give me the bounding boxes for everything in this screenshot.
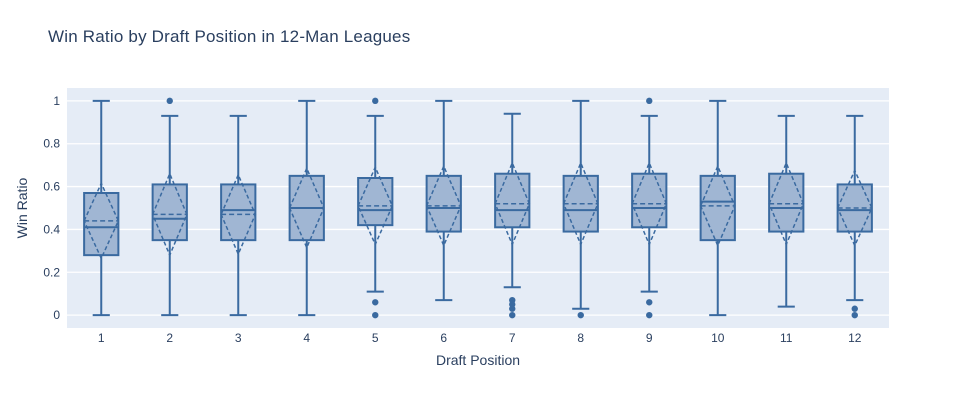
- x-tick-label: 9: [646, 331, 653, 345]
- outlier-point[interactable]: [372, 97, 379, 105]
- x-tick-label: 2: [166, 331, 173, 345]
- box-group-10[interactable]: [699, 99, 736, 317]
- y-tick-label: 0.8: [43, 137, 60, 151]
- y-tick-label: 0.2: [43, 265, 60, 279]
- box-rect[interactable]: [631, 172, 668, 229]
- outlier-point[interactable]: [509, 305, 516, 312]
- box-rect[interactable]: [494, 172, 531, 229]
- box-group-2[interactable]: [151, 97, 188, 317]
- plot-area[interactable]: [67, 88, 889, 328]
- outlier-point[interactable]: [372, 299, 379, 306]
- box-group-12[interactable]: [836, 114, 873, 319]
- outlier-point[interactable]: [851, 311, 858, 319]
- outlier-point[interactable]: [646, 97, 653, 105]
- box-group-8[interactable]: [562, 99, 599, 319]
- y-tick-label: 0.6: [43, 180, 60, 194]
- outlier-point[interactable]: [166, 97, 173, 105]
- x-tick-label: 8: [577, 331, 584, 345]
- outlier-point[interactable]: [509, 311, 516, 319]
- x-tick-label: 12: [848, 331, 862, 345]
- box-group-6[interactable]: [425, 99, 462, 302]
- x-tick-label: 7: [509, 331, 516, 345]
- box-rect[interactable]: [768, 172, 805, 233]
- x-tick-label: 11: [780, 331, 793, 345]
- box-group-9[interactable]: [631, 97, 668, 319]
- sd-diamond: [83, 181, 120, 261]
- box-rect[interactable]: [220, 183, 257, 242]
- x-tick-label: 1: [98, 331, 105, 345]
- outlier-point[interactable]: [372, 311, 379, 319]
- chart-title: Win Ratio by Draft Position in 12-Man Le…: [48, 27, 411, 46]
- sd-diamond: [357, 165, 394, 247]
- outlier-point[interactable]: [646, 299, 653, 306]
- box-group-1[interactable]: [83, 99, 120, 317]
- x-tick-label: 10: [711, 331, 725, 345]
- box-group-7[interactable]: [494, 112, 531, 319]
- x-tick-label: 6: [440, 331, 447, 345]
- x-tick-label: 4: [303, 331, 310, 345]
- y-tick-label: 0.4: [43, 222, 60, 236]
- sd-diamond: [836, 168, 873, 248]
- outlier-point[interactable]: [577, 311, 584, 319]
- box-group-5[interactable]: [357, 97, 394, 319]
- box-group-4[interactable]: [288, 99, 325, 317]
- x-axis-title: Draft Position: [435, 352, 521, 368]
- y-tick-label: 0: [53, 308, 60, 322]
- x-tick-label: 3: [235, 331, 242, 345]
- box-group-11[interactable]: [768, 114, 805, 308]
- x-tick-label: 5: [372, 331, 379, 345]
- box-group-3[interactable]: [220, 114, 257, 317]
- box-rect[interactable]: [425, 174, 462, 233]
- box-rect[interactable]: [83, 192, 120, 257]
- box-rect[interactable]: [699, 174, 736, 242]
- box-rect[interactable]: [151, 183, 188, 242]
- outlier-point[interactable]: [851, 305, 858, 312]
- y-tick-label: 1: [53, 94, 60, 108]
- outlier-point[interactable]: [646, 311, 653, 319]
